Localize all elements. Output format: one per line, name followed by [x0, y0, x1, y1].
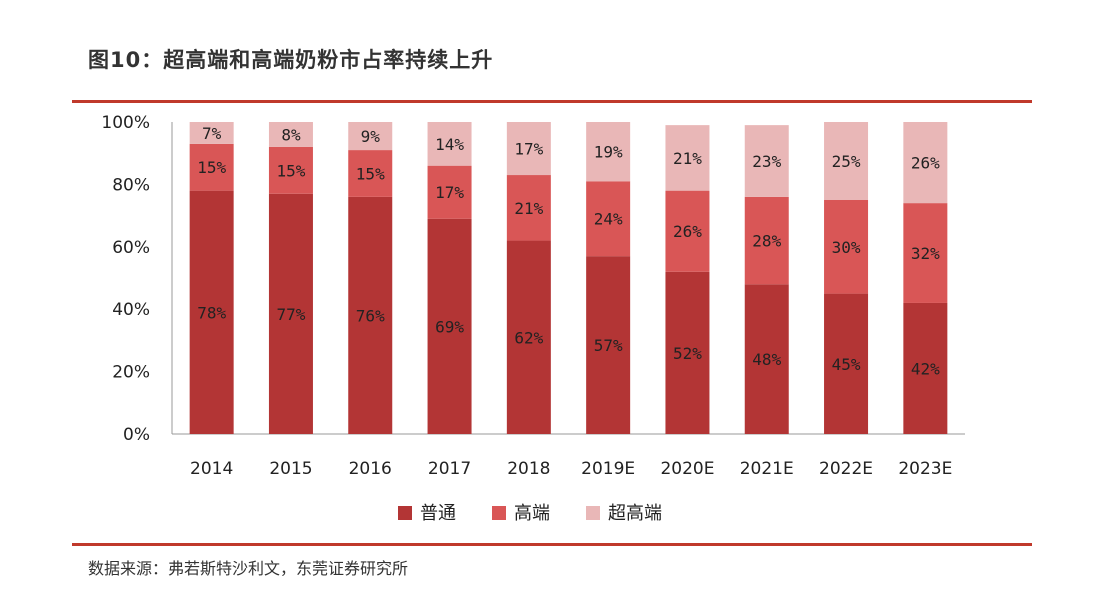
y-tick-label: 20% [112, 363, 150, 383]
data-label: 76% [356, 306, 385, 325]
data-label: 77% [276, 305, 305, 324]
bar-segment-premium [348, 150, 393, 197]
x-tick-label: 2018 [507, 459, 550, 479]
bar-segment-regular [268, 193, 313, 434]
bar-segment-super-premium [348, 122, 393, 151]
bar-segment-regular [189, 190, 234, 434]
y-tick-label: 100% [101, 113, 150, 133]
data-label: 57% [594, 336, 623, 355]
legend-swatch [398, 506, 412, 520]
data-label: 19% [594, 143, 623, 162]
data-label: 69% [435, 317, 464, 336]
bar-segment-regular [824, 293, 869, 434]
legend-label: 超高端 [608, 503, 662, 524]
x-tick-label: 2016 [349, 459, 392, 479]
source-divider [72, 543, 1032, 546]
data-label: 14% [435, 135, 464, 154]
data-label: 21% [514, 199, 543, 218]
y-tick-label: 60% [112, 238, 150, 258]
bar-segment-super-premium [506, 122, 551, 176]
data-label: 15% [276, 161, 305, 180]
data-label: 7% [202, 124, 222, 143]
figure-title: 图10：超高端和高端奶粉市占率持续上升 [88, 48, 494, 72]
bar-segment-premium [744, 196, 789, 285]
y-tick-label: 40% [112, 300, 150, 320]
data-label: 8% [281, 125, 301, 144]
legend-swatch [586, 506, 600, 520]
bar-segment-super-premium [586, 122, 631, 182]
data-label: 17% [435, 183, 464, 202]
data-label: 9% [361, 127, 381, 146]
bar-segment-super-premium [824, 122, 869, 200]
data-label: 42% [911, 359, 940, 378]
data-label: 26% [673, 222, 702, 241]
x-tick-label: 2014 [190, 459, 233, 479]
x-tick-label: 2022E [819, 459, 873, 479]
x-tick-label: 2021E [740, 459, 794, 479]
bar-segment-super-premium [268, 122, 313, 147]
x-tick-label: 2023E [898, 459, 952, 479]
data-label: 25% [832, 152, 861, 171]
bar-segment-super-premium [427, 122, 472, 166]
data-label: 32% [911, 244, 940, 263]
data-label: 15% [197, 158, 226, 177]
data-label: 24% [594, 210, 623, 229]
source-note: 数据来源：弗若斯特沙利文，东莞证券研究所 [88, 559, 409, 578]
y-tick-label: 80% [112, 175, 150, 195]
bar-segment-super-premium [189, 122, 234, 144]
data-label: 15% [356, 164, 385, 183]
bar-segment-premium [506, 175, 551, 241]
y-axis: 0% 20% 40% 60% 80% 100% [101, 113, 173, 445]
x-tick-label: 2017 [428, 459, 471, 479]
bar-segment-premium [586, 181, 631, 257]
data-label: 28% [752, 232, 781, 251]
data-label: 17% [514, 140, 543, 159]
bar-segment-regular [427, 218, 472, 434]
bar-segment-super-premium [744, 125, 789, 197]
x-tick-label: 2015 [269, 459, 312, 479]
data-label: 26% [911, 154, 940, 173]
legend-label: 普通 [420, 503, 456, 524]
data-label: 23% [752, 152, 781, 171]
bar-segment-premium [903, 203, 948, 303]
bar-segment-super-premium [903, 122, 948, 204]
y-tick-label: 0% [123, 425, 150, 445]
data-label: 30% [832, 238, 861, 257]
bar-segment-regular [348, 196, 393, 434]
x-axis: 2014 2015 2016 2017 2018 2019E 2020E 2021E 2022E… [172, 433, 965, 479]
title-divider [72, 100, 1032, 103]
bars: 78% 15% 7% 77% 15% 8% 76% 15% 9% 69% 17% 14% 62% 21% 1… [189, 122, 948, 434]
bar-segment-regular [586, 256, 631, 434]
bar-segment-premium [268, 146, 313, 194]
bar-segment-regular [744, 284, 789, 434]
data-label: 45% [832, 355, 861, 374]
legend-swatch [492, 506, 506, 520]
legend: 普通 高端 超高端 [398, 503, 662, 524]
x-tick-label: 2020E [660, 459, 714, 479]
bar-segment-premium [189, 143, 234, 191]
bar-segment-premium [427, 165, 472, 219]
bar-segment-regular [665, 271, 710, 434]
data-label: 78% [197, 303, 226, 322]
stacked-bar-chart: 0%20%40%60%80%100% 2014 2015 2016 2017 2018 2… [101, 113, 965, 524]
data-label: 52% [673, 344, 702, 363]
bar-segment-premium [824, 200, 869, 294]
data-label: 21% [673, 149, 702, 168]
legend-label: 高端 [514, 503, 550, 524]
bar-segment-regular [903, 302, 948, 434]
data-label: 48% [752, 350, 781, 369]
x-tick-label: 2019E [581, 459, 635, 479]
bar-segment-premium [665, 190, 710, 272]
data-label: 62% [514, 328, 543, 347]
bar-segment-regular [506, 240, 551, 434]
bar-segment-super-premium [665, 125, 710, 191]
